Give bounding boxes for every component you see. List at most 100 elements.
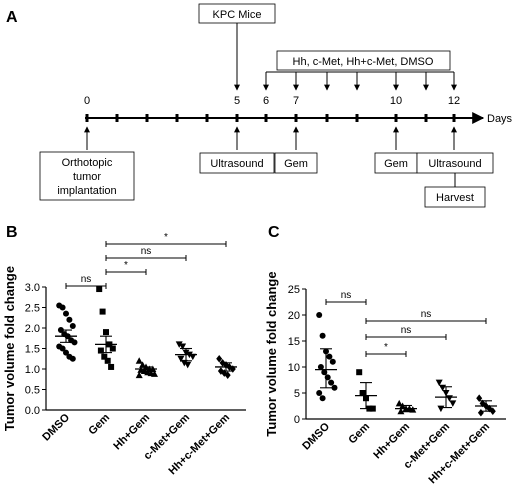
- panel-b-data-point: [69, 355, 76, 362]
- implant-line-3: implantation: [57, 185, 116, 197]
- treatment-box: [276, 50, 451, 71]
- panel-b: B 0.0 0.5 1.0 1.5 2.0 2.5 3.0 Tumor volume fold…: [2, 224, 246, 477]
- panel-c-data-point: [326, 353, 333, 360]
- panel-c-data-point: [476, 394, 483, 402]
- panel-b-ytick-label: 3.0: [25, 282, 40, 294]
- panel-b-y-axis-label: Tumor volume fold change: [2, 266, 17, 431]
- panel-c-data-point: [489, 407, 496, 415]
- gem1-box: [274, 152, 318, 174]
- ultrasound1-box: [199, 152, 275, 174]
- panel-b-category-label: DMSO: [40, 411, 72, 443]
- day-label-7: 7: [293, 95, 299, 107]
- panel-c-comparison-label: ns: [421, 309, 432, 320]
- panel-b-data-point: [179, 343, 187, 350]
- panel-b-category-label: Hh+Gem: [111, 411, 152, 452]
- panel-c-data-point: [397, 407, 405, 415]
- panel-c-category-label: DMSO: [300, 420, 332, 452]
- ultrasound2-label: Ultrasound: [428, 158, 481, 170]
- panel-b-data-point: [101, 353, 108, 360]
- panel-b-comparison-label: *: [124, 260, 128, 271]
- panel-b-data-point: [216, 354, 223, 363]
- panel-b-data-point: [109, 345, 116, 352]
- panel-b-data-point: [175, 341, 183, 348]
- harvest-label: Harvest: [436, 192, 474, 204]
- panel-c-comparison-label: ns: [341, 290, 352, 301]
- panel-c-ytick-label: 15: [288, 336, 300, 348]
- panel-c-data-point: [479, 399, 486, 408]
- panel-b-data-point: [177, 355, 185, 363]
- treatment-label: Hh, c-Met, Hh+c-Met, DMSO: [293, 56, 434, 68]
- day-label-5: 5: [234, 95, 240, 107]
- panel-c-ytick-label: 5: [294, 388, 300, 400]
- panel-b-ytick-label: 2.5: [25, 303, 40, 315]
- panel-b-data-point: [180, 359, 188, 367]
- panel-c-y-axis-label: Tumor volume fold change: [264, 271, 279, 436]
- panel-c-data-point: [319, 332, 326, 339]
- panel-b-data-point: [63, 310, 69, 317]
- harvest-box: [424, 186, 486, 208]
- panel-c-data-point: [328, 379, 335, 386]
- panel-c-data-point: [329, 358, 336, 365]
- panel-b-ytick-label: 0.5: [25, 385, 40, 397]
- day-label-6: 6: [263, 95, 269, 107]
- panel-b-data-point: [69, 322, 76, 329]
- panel-c-data-point: [359, 390, 366, 396]
- panel-b-comparison-label: *: [164, 232, 168, 243]
- panel-b-data-point: [97, 347, 104, 354]
- panel-b-data-point: [139, 361, 147, 368]
- panel-c-letter: C: [268, 224, 280, 241]
- panel-c-data-point: [477, 408, 484, 417]
- panel-b-category-label: Gem: [86, 411, 112, 437]
- panel-b-data-point: [59, 345, 66, 352]
- panel-b-data-point: [71, 339, 78, 346]
- panel-a: A KPC Mice Hh, c-Met, Hh+c-Met, DMSO 0 5…: [6, 3, 513, 208]
- day-label-12: 12: [448, 95, 460, 107]
- panel-c-data-point: [316, 390, 323, 396]
- panel-b-data-point: [99, 308, 106, 315]
- panel-c-ytick-label: 0: [294, 414, 300, 426]
- day-label-10: 10: [390, 95, 402, 107]
- panel-b-data-point: [66, 316, 73, 323]
- panel-b-data-point: [103, 329, 109, 336]
- panel-b-data-point: [59, 304, 66, 311]
- panel-c-data-point: [317, 364, 324, 370]
- panel-c-ytick-label: 20: [288, 310, 300, 322]
- kpc-mice-label: KPC Mice: [213, 9, 262, 21]
- treatment-arrows: [263, 72, 457, 91]
- panel-b-data-point: [96, 286, 103, 293]
- panel-b-data-point: [108, 363, 115, 370]
- panel-c-comparison-label: *: [384, 342, 388, 353]
- panel-c-data-point: [319, 395, 326, 402]
- implant-box: [39, 151, 135, 201]
- panel-b-ytick-label: 1.0: [25, 364, 40, 376]
- panel-c-data-point: [409, 406, 417, 413]
- panel-b-ytick-label: 2.0: [25, 323, 40, 335]
- panel-c-data-point: [437, 405, 445, 413]
- panel-c-data-point: [331, 384, 338, 391]
- panel-b-letter: B: [6, 224, 18, 241]
- panel-c-data-point: [369, 405, 376, 412]
- panel-b-data-point: [189, 353, 197, 361]
- panel-c-plot: 0 5 10 15 20 25 Tumor volume fold change DMSO Ge…: [264, 271, 506, 486]
- day-label-0: 0: [84, 95, 90, 107]
- gem2-label: Gem: [384, 158, 408, 170]
- panel-b-data-point: [63, 349, 69, 356]
- panel-c-comparison-label: ns: [401, 325, 412, 336]
- panel-c-data-point: [356, 369, 363, 376]
- ultrasound1-label: Ultrasound: [210, 158, 263, 170]
- panel-c-data-point: [449, 400, 457, 407]
- gem1-label: Gem: [284, 158, 308, 170]
- timeline-ticks: [85, 114, 456, 122]
- days-label: Days: [487, 113, 513, 125]
- panel-b-data-point: [151, 370, 158, 377]
- panel-b-plot: 0.0 0.5 1.0 1.5 2.0 2.5 3.0 Tumor volume fold c…: [2, 232, 246, 477]
- panel-c-data-point: [316, 312, 323, 318]
- implant-line-1: Orthotopic: [62, 157, 113, 169]
- panel-a-letter: A: [6, 9, 18, 26]
- panel-c-category-label: Hh+Gem: [371, 420, 412, 461]
- panel-b-comparison-label: ns: [141, 246, 152, 257]
- panel-b-data-point: [224, 371, 231, 379]
- panel-b-data-point: [135, 357, 143, 364]
- panel-c-ytick-label: 25: [288, 284, 300, 296]
